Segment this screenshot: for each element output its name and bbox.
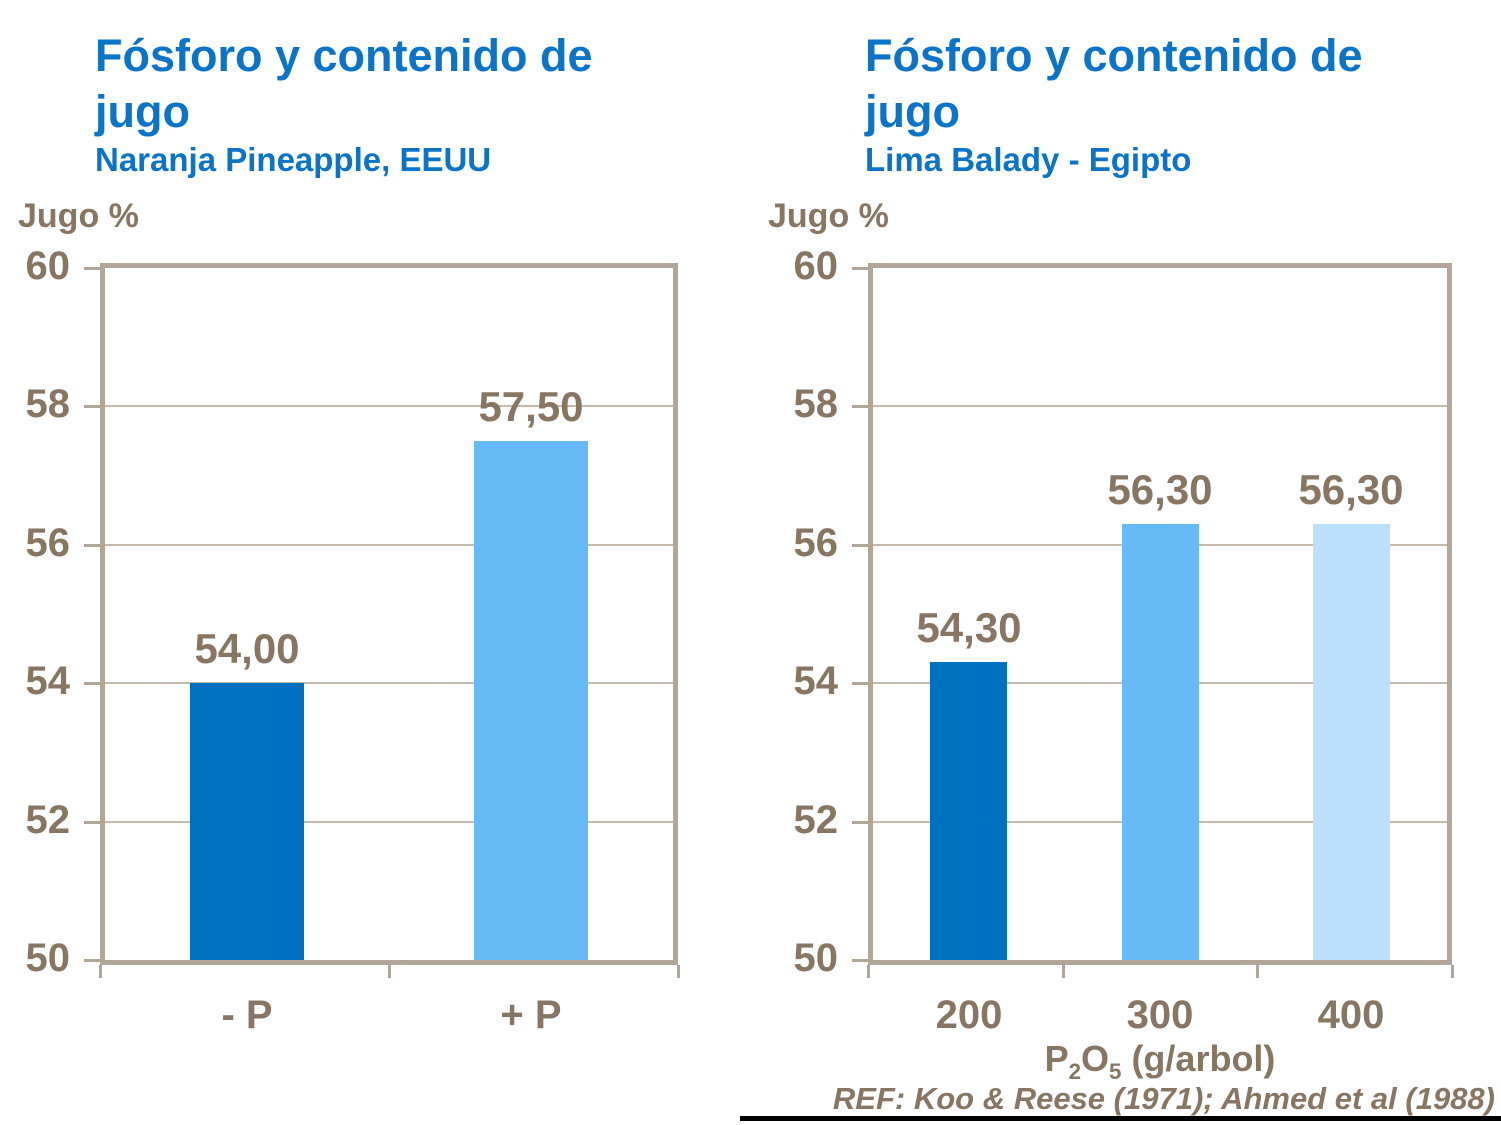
y-axis-tick-mark bbox=[84, 682, 100, 685]
right-x-axis-title: P2O5 (g/arbol) bbox=[935, 1038, 1385, 1085]
y-axis-tick-mark bbox=[852, 821, 868, 824]
bar-value-label: 54,30 bbox=[916, 604, 1022, 651]
left-chart-title: Fósforo y contenido de jugo bbox=[95, 28, 695, 140]
right-chart-title: Fósforo y contenido de jugo bbox=[865, 28, 1465, 140]
grid-line bbox=[105, 821, 673, 823]
bar-value-label: 57,50 bbox=[478, 383, 584, 430]
x-axis-title-sub2: 2 bbox=[1068, 1059, 1081, 1085]
x-axis-tick-mark bbox=[99, 965, 102, 978]
x-axis-category-label: 200 bbox=[935, 993, 1003, 1037]
y-axis-tick-label: 56 bbox=[25, 521, 71, 565]
x-axis-title-units: (g/arbol) bbox=[1121, 1038, 1276, 1079]
x-axis-tick-mark bbox=[1451, 965, 1454, 978]
grid-line bbox=[105, 405, 673, 407]
left-chart-subtitle: Naranja Pineapple, EEUU bbox=[95, 141, 492, 178]
y-axis-tick-mark bbox=[84, 405, 100, 408]
x-axis-tick-mark bbox=[677, 965, 680, 978]
left-plot-area: 54,00 57,50 bbox=[100, 263, 678, 965]
y-axis-tick-mark bbox=[84, 959, 100, 962]
y-axis-tick-mark bbox=[84, 267, 100, 270]
right-plot-area: 54,30 56,30 56,30 bbox=[868, 263, 1452, 965]
y-axis-tick-mark bbox=[852, 959, 868, 962]
x-axis-tick-mark bbox=[388, 965, 391, 978]
x-axis-tick-mark bbox=[1062, 965, 1065, 978]
x-axis-title-sub5: 5 bbox=[1109, 1059, 1122, 1085]
x-axis-category-label: 400 bbox=[1317, 993, 1385, 1037]
y-axis-tick-label: 60 bbox=[25, 244, 71, 288]
bar-value-label: 54,00 bbox=[194, 625, 300, 672]
y-axis-tick-label: 60 bbox=[793, 244, 839, 288]
bar-value-label: 56,30 bbox=[1107, 466, 1213, 513]
reference-text: REF: Koo & Reese (1971); Ahmed et al (19… bbox=[832, 1081, 1495, 1116]
x-axis-title-o: O bbox=[1081, 1038, 1110, 1079]
x-axis-tick-mark bbox=[867, 965, 870, 978]
y-axis-tick-label: 54 bbox=[25, 659, 71, 703]
x-axis-category-label: 300 bbox=[1126, 993, 1194, 1037]
y-axis-tick-mark bbox=[84, 544, 100, 547]
x-axis-title-p: P bbox=[1044, 1038, 1069, 1079]
y-axis-tick-label: 56 bbox=[793, 521, 839, 565]
x-axis-category-label: - P bbox=[221, 993, 273, 1037]
y-axis-tick-label: 50 bbox=[793, 936, 839, 980]
right-chart-title-line2: jugo bbox=[865, 86, 960, 137]
right-chart-subtitle: Lima Balady - Egipto bbox=[865, 141, 1192, 178]
y-axis-tick-label: 52 bbox=[793, 798, 839, 842]
y-axis-tick-mark bbox=[852, 544, 868, 547]
footer-divider-line bbox=[740, 1116, 1501, 1121]
y-axis-tick-mark bbox=[852, 267, 868, 270]
left-chart-title-line1: Fósforo y contenido de bbox=[95, 30, 593, 81]
y-axis-tick-mark bbox=[852, 682, 868, 685]
bar-value-label: 56,30 bbox=[1298, 466, 1404, 513]
bar bbox=[1122, 524, 1199, 960]
x-axis-category-label: + P bbox=[500, 993, 562, 1037]
grid-line bbox=[105, 544, 673, 546]
y-axis-tick-label: 50 bbox=[25, 936, 71, 980]
y-axis-tick-mark bbox=[852, 405, 868, 408]
bar bbox=[474, 441, 588, 960]
grid-line bbox=[873, 405, 1447, 407]
y-axis-tick-label: 58 bbox=[793, 382, 839, 426]
right-chart-title-line1: Fósforo y contenido de bbox=[865, 30, 1363, 81]
left-chart-title-line2: jugo bbox=[95, 86, 190, 137]
bar bbox=[930, 662, 1007, 960]
y-axis-tick-label: 52 bbox=[25, 798, 71, 842]
bar bbox=[190, 683, 304, 960]
right-y-axis-label: Jugo % bbox=[768, 197, 889, 235]
y-axis-tick-label: 58 bbox=[25, 382, 71, 426]
grid-line bbox=[105, 682, 673, 684]
left-y-axis-label: Jugo % bbox=[18, 197, 139, 235]
y-axis-tick-mark bbox=[84, 821, 100, 824]
bar bbox=[1313, 524, 1390, 960]
x-axis-tick-mark bbox=[1256, 965, 1259, 978]
y-axis-tick-label: 54 bbox=[793, 659, 839, 703]
